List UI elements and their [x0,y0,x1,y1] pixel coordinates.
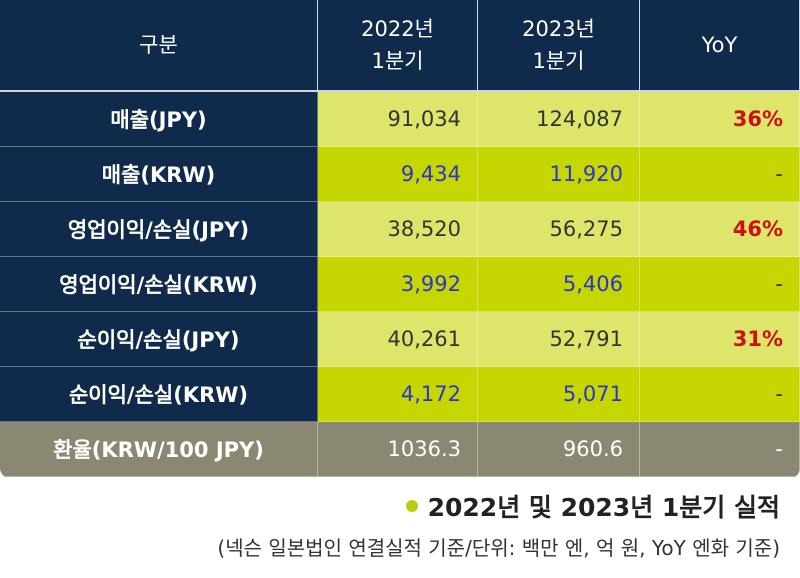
table-row: 매출(KRW) 9,434 11,920- [0,147,800,202]
value-yoy: 46% [640,202,800,257]
row-label: 매출(KRW) [0,147,318,202]
header-text: 2022년 1분기 [361,17,434,73]
value-yoy: - [640,147,800,202]
value-2022: 40,261 [318,312,478,367]
value-2023: 5,071 [478,367,640,422]
unit-note: (넥슨 일본법인 연결실적 기준/단위: 백만 엔, 억 원, YoY 엔화 기… [217,536,780,560]
caption-text: 2022년 및 2023년 1분기 실적 [427,493,780,522]
value-2023: 52,791 [478,312,640,367]
value-yoy: - [640,257,800,312]
row-label: 영업이익/손실(KRW) [0,257,318,312]
row-label: 매출(JPY) [0,92,318,147]
value-yoy: 31% [640,312,800,367]
value-2023: 124,087 [478,92,640,147]
table-header: 구분 2022년 1분기 2023년 1분기 YoY [0,0,800,92]
value-2022: 38,520 [318,202,478,257]
value-yoy: - [640,422,800,477]
caption: 2022년 및 2023년 1분기 실적 [405,488,780,524]
row-label: 환율(KRW/100 JPY) [0,422,318,477]
value-2022: 1036.3 [318,422,478,477]
header-yoy: YoY [640,0,800,92]
value-yoy: - [640,367,800,422]
header-text: YoY [701,33,738,57]
table-row: 순이익/손실(KRW) 4,172 5,071- [0,367,800,422]
value-yoy: 36% [640,92,800,147]
row-label: 순이익/손실(KRW) [0,367,318,422]
table-row: 매출(JPY) 91,034 124,087 36% [0,92,800,147]
value-2022: 4,172 [318,367,478,422]
header-2022: 2022년 1분기 [318,0,478,92]
bullet-dot-icon [405,500,418,512]
table-row: 환율(KRW/100 JPY) 1036.3 960.6- [0,422,800,477]
table-row: 순이익/손실(JPY) 40,261 52,791 31% [0,312,800,367]
table-row: 영업이익/손실(JPY) 38,520 56,275 46% [0,202,800,257]
header-category: 구분 [0,0,318,92]
value-2022: 3,992 [318,257,478,312]
header-2023: 2023년 1분기 [478,0,640,92]
value-2023: 11,920 [478,147,640,202]
header-text: 2023년 1분기 [522,17,595,73]
value-2022: 91,034 [318,92,478,147]
table-row: 영업이익/손실(KRW) 3,992 5,406- [0,257,800,312]
row-label: 순이익/손실(JPY) [0,312,318,367]
header-text: 구분 [139,33,178,57]
value-2023: 5,406 [478,257,640,312]
value-2023: 960.6 [478,422,640,477]
value-2022: 9,434 [318,147,478,202]
results-table: 구분 2022년 1분기 2023년 1분기 YoY 매출(JPY) 91,034… [0,0,800,477]
row-label: 영업이익/손실(JPY) [0,202,318,257]
value-2023: 56,275 [478,202,640,257]
